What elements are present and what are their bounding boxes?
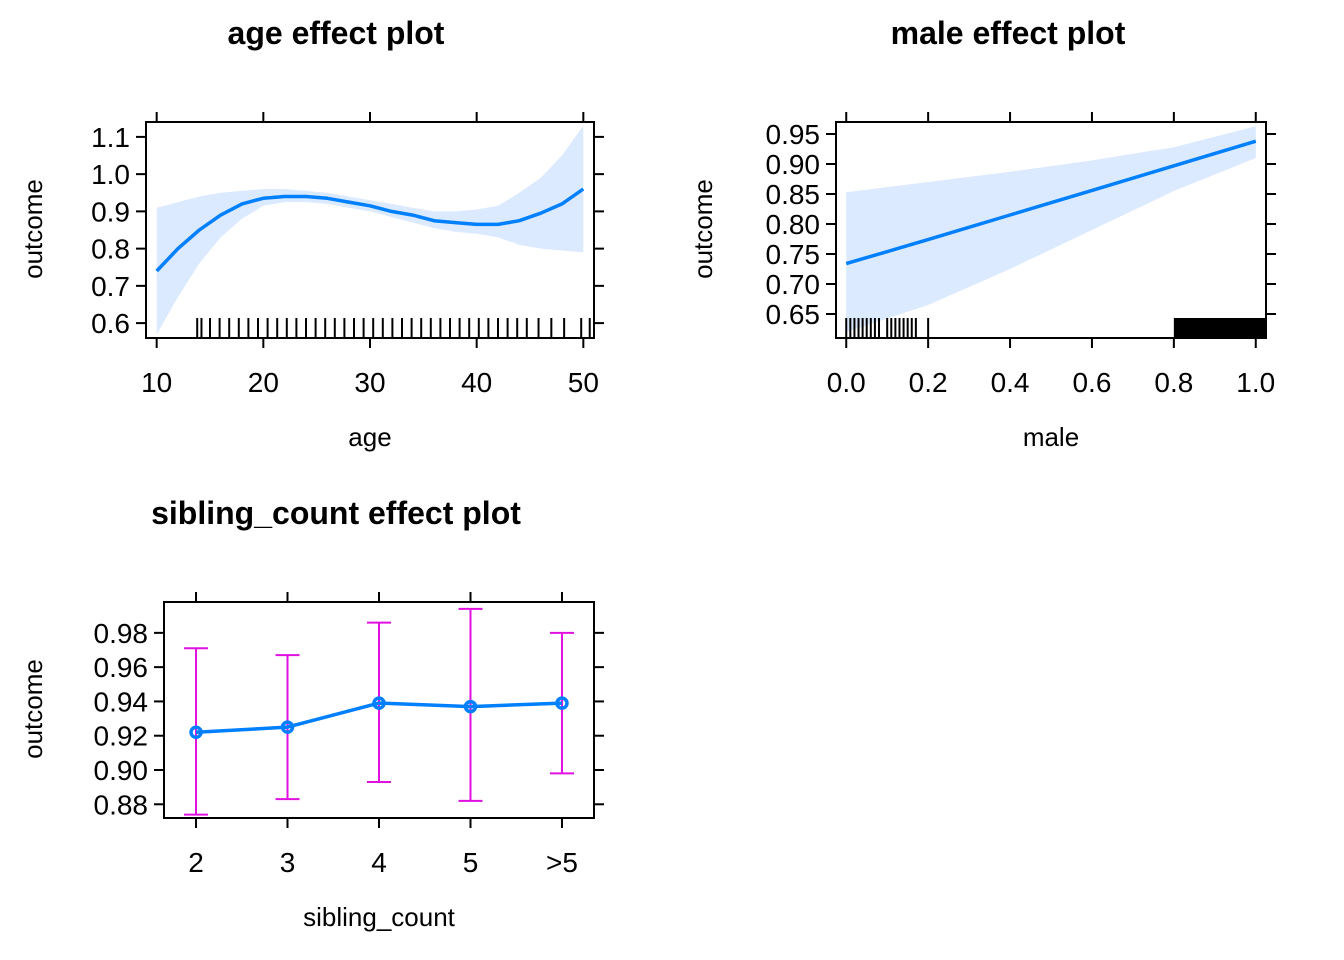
sibling-count-y-tick-label: 0.98 (94, 618, 149, 649)
age-y-axis-label: outcome (18, 179, 48, 279)
sibling-count-y-tick-label: 0.96 (94, 652, 149, 683)
male-fit-line (845, 139, 1257, 266)
sibling-count-x-tick-label: 2 (188, 847, 204, 878)
sibling-count-y-tick-label: 0.92 (94, 721, 149, 752)
sibling-count-x-tick-label: >5 (546, 847, 578, 878)
male-y-tick-label: 0.95 (766, 119, 821, 150)
male-x-tick-label: 0.0 (827, 367, 866, 398)
male-plot-title: male effect plot (891, 15, 1126, 51)
age-y-tick-label: 1.1 (91, 122, 130, 153)
male-x-tick-label: 0.6 (1072, 367, 1111, 398)
sibling-count-effect-panel: sibling_count effect plot sibling_count … (18, 495, 604, 932)
age-x-axis-label: age (348, 422, 391, 452)
age-y-tick-label: 1.0 (91, 159, 130, 190)
male-y-tick-label: 0.65 (766, 299, 821, 330)
male-plot-frame (835, 121, 1267, 339)
age-fit-line (155, 187, 585, 273)
sibling-count-point (555, 696, 569, 710)
age-y-tick-label: 0.7 (91, 271, 130, 302)
sibling-count-point (189, 725, 203, 740)
sibling-count-x-axis-label: sibling_count (303, 902, 456, 932)
male-y-axis-label: outcome (688, 179, 718, 279)
sibling-count-y-tick-label: 0.88 (94, 789, 149, 820)
age-confidence-band (156, 125, 584, 335)
male-rug-block (1173, 318, 1266, 338)
male-x-tick-label: 0.2 (909, 367, 948, 398)
male-effect-panel: male effect plot male outcome 0.0 0.2 0.4 0… (688, 15, 1276, 452)
sibling-count-y-axis-label: outcome (18, 659, 48, 759)
sibling-count-y-tick-label: 0.94 (94, 686, 149, 717)
male-x-tick-label: 1.0 (1236, 367, 1275, 398)
sibling-count-x-tick-label: 3 (280, 847, 296, 878)
sibling-count-x-tick-label: 4 (371, 847, 387, 878)
age-x-tick-label: 40 (461, 367, 492, 398)
age-x-tick-label: 10 (141, 367, 172, 398)
age-y-tick-label: 0.8 (91, 234, 130, 265)
sibling-count-fit-line (195, 701, 563, 735)
male-y-tick-label: 0.90 (766, 149, 821, 180)
male-y-tick-label: 0.85 (766, 179, 821, 210)
age-y-tick-label: 0.9 (91, 196, 130, 227)
age-x-tick-label: 50 (568, 367, 599, 398)
age-effect-panel: age effect plot age outcome 10 20 30 40 50 0.… (18, 15, 604, 452)
sibling-count-y-tick-label: 0.90 (94, 755, 149, 786)
sibling-count-point (463, 699, 478, 714)
male-confidence-band (846, 126, 1256, 332)
age-y-tick-label: 0.6 (91, 308, 130, 339)
sibling-count-point (372, 696, 386, 710)
male-y-tick-label: 0.70 (766, 269, 821, 300)
male-y-tick-label: 0.80 (766, 209, 821, 240)
age-x-tick-label: 30 (354, 367, 385, 398)
age-plot-title: age effect plot (228, 15, 445, 51)
male-x-tick-label: 0.4 (991, 367, 1030, 398)
sibling-count-plot-title: sibling_count effect plot (151, 495, 521, 531)
age-x-tick-label: 20 (248, 367, 279, 398)
sibling-count-x-tick-label: 5 (463, 847, 479, 878)
male-y-tick-label: 0.75 (766, 239, 821, 270)
sibling-count-point (280, 720, 295, 734)
male-x-axis-label: male (1023, 422, 1079, 452)
male-x-tick-label: 0.8 (1154, 367, 1193, 398)
